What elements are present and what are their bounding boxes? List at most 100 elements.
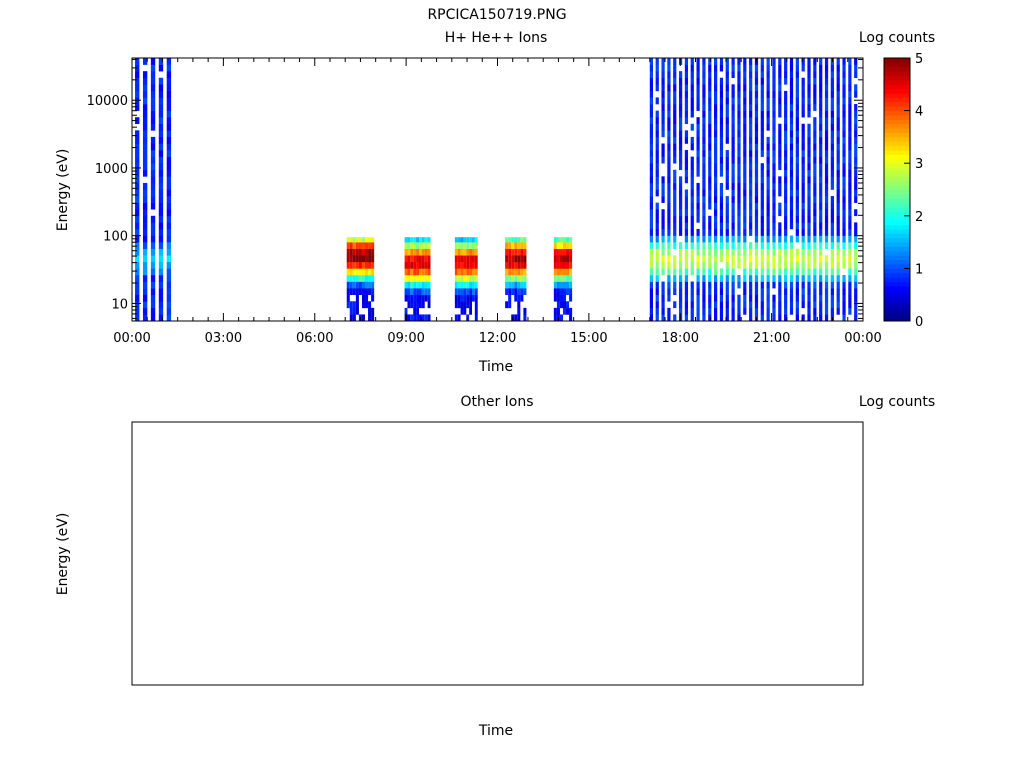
spectrogram-cell (731, 58, 735, 65)
spectrogram-cell (778, 301, 782, 309)
spectrogram-cell (801, 58, 805, 65)
spectrogram-cell (795, 117, 799, 125)
spectrogram-cell (766, 156, 770, 164)
spectrogram-cell (784, 90, 788, 98)
spectrogram-cell (368, 307, 372, 315)
spectrogram-cell (807, 130, 811, 138)
spectrogram-cell (743, 182, 747, 190)
spectrogram-cell (778, 307, 782, 315)
spectrogram-cell (702, 301, 706, 309)
spectrogram-cell (690, 307, 694, 315)
spectrogram-cell (778, 228, 782, 236)
spectrogram-cell (135, 274, 140, 282)
spectrogram-cell (346, 242, 350, 249)
spectrogram-cell (824, 301, 829, 309)
spectrogram-cell (655, 274, 659, 282)
spectrogram-cell (690, 163, 694, 171)
spectrogram-cell (649, 261, 653, 269)
spectrogram-cell (150, 84, 156, 92)
spectrogram-cell (166, 288, 172, 295)
colorbar-tick-label: 1 (915, 262, 923, 277)
spectrogram-cell (649, 156, 653, 164)
spectrogram-cell (836, 143, 840, 151)
spectrogram-cell (469, 255, 472, 263)
colorbar-segment (884, 202, 910, 208)
spectrogram-cell (725, 255, 729, 263)
spectrogram-cell (158, 215, 164, 223)
spectrogram-cell (514, 281, 518, 289)
spectrogram-cell (819, 110, 823, 118)
spectrogram-cell (708, 281, 712, 289)
spectrogram-cell (801, 215, 805, 223)
spectrogram-cell (158, 64, 164, 72)
spectrogram-cell (655, 209, 659, 217)
spectrogram-cell (731, 110, 735, 118)
spectrogram-cell (819, 150, 823, 157)
spectrogram-cell (166, 77, 172, 85)
spectrogram-cell (772, 143, 776, 151)
spectrogram-cell (807, 274, 811, 282)
spectrogram-cell (678, 189, 683, 197)
spectrogram-cell (553, 268, 557, 276)
spectrogram-cell (807, 176, 811, 184)
spectrogram-cell (514, 237, 518, 243)
spectrogram-cell (795, 90, 799, 98)
spectrogram-cell (690, 222, 694, 230)
spectrogram-cell (371, 261, 375, 269)
spectrogram-cell (142, 169, 148, 177)
spectrogram-cell (655, 268, 659, 276)
spectrogram-cell (836, 222, 840, 230)
spectrogram-cell (725, 104, 729, 111)
spectrogram-cell (352, 288, 356, 295)
colorbar-segment (884, 114, 910, 120)
spectrogram-cell (813, 196, 817, 203)
spectrogram-cell (824, 123, 829, 131)
spectrogram-cell (737, 58, 741, 65)
spectrogram-cell (556, 237, 560, 243)
colorbar-segment (884, 145, 910, 151)
spectrogram-cell (754, 222, 759, 230)
spectrogram-cell (725, 123, 729, 131)
spectrogram-cell (754, 294, 759, 302)
spectrogram-cell (754, 274, 759, 282)
spectrogram-cell (766, 143, 770, 151)
spectrogram-cell (158, 143, 164, 151)
spectrogram-cell (407, 255, 411, 263)
spectrogram-cell (743, 242, 747, 249)
spectrogram-cell (454, 294, 458, 302)
spectrogram-cell (678, 288, 683, 295)
spectrogram-cell (842, 163, 846, 171)
spectrogram-cell (150, 281, 156, 289)
spectrogram-cell (714, 84, 718, 92)
spectrogram-cell (725, 222, 729, 230)
spectrogram-cell (766, 235, 770, 243)
spectrogram-cell (824, 288, 829, 295)
spectrogram-cell (358, 288, 362, 295)
spectrogram-cell (766, 294, 770, 302)
spectrogram-cell (778, 143, 782, 151)
spectrogram-cell (416, 242, 419, 249)
spectrogram-cell (854, 307, 858, 315)
spectrogram-cell (655, 143, 659, 151)
spectrogram-cell (819, 222, 823, 230)
spectrogram-cell (854, 288, 858, 295)
spectrogram-cell (684, 176, 689, 184)
spectrogram-cell (702, 202, 706, 210)
spectrogram-cell (813, 281, 817, 289)
spectrogram-cell (553, 248, 557, 256)
spectrogram-cell (142, 150, 148, 157)
spectrogram-cell (801, 268, 805, 276)
spectrogram-cell (457, 314, 461, 322)
spectrogram-cell (142, 209, 148, 217)
spectrogram-cell (349, 268, 353, 276)
spectrogram-cell (749, 307, 753, 315)
spectrogram-cell (737, 222, 741, 230)
spectrogram-cell (795, 77, 799, 85)
spectrogram-cell (813, 268, 817, 276)
spectrogram-cell (737, 294, 741, 302)
spectrogram-cell (708, 294, 712, 302)
spectrogram-cell (714, 77, 718, 85)
spectrogram-cell (772, 228, 776, 236)
spectrogram-cell (737, 255, 741, 263)
spectrogram-cell (719, 136, 724, 144)
